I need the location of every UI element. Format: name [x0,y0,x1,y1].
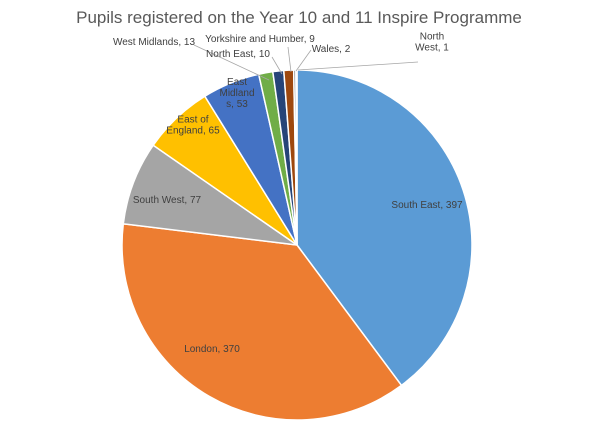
leader-line-wales [295,49,312,72]
leader-line-yorkshire-and-humber [287,46,292,73]
pie-slices [121,69,473,421]
data-label-north-east: North East, 10 [206,49,270,60]
data-label-yorkshire-and-humber: Yorkshire and Humber, 9 [205,34,315,45]
data-label-south-west: South West, 77 [133,195,202,206]
data-label-east-midlands: East Midland s, 53 [219,77,254,110]
data-label-east-of-england: East of England, 65 [166,115,220,137]
chart-title: Pupils registered on the Year 10 and 11 … [76,8,522,27]
leader-line-north-east [271,56,283,75]
data-label-south-east: South East, 397 [391,200,463,211]
data-label-north-west: North West, 1 [415,32,449,54]
leader-line-west-midlands [193,44,270,81]
leader-line-north-west [297,61,419,71]
data-label-london: London, 370 [184,344,240,355]
leader-lines [193,44,419,81]
data-label-west-midlands: West Midlands, 13 [113,37,196,48]
pie-slice-south-east [296,69,473,387]
data-label-wales: Wales, 2 [312,44,351,55]
data-labels: South East, 397 London, 370 South West, 77… [113,32,463,356]
pie-slice-london [121,222,403,421]
